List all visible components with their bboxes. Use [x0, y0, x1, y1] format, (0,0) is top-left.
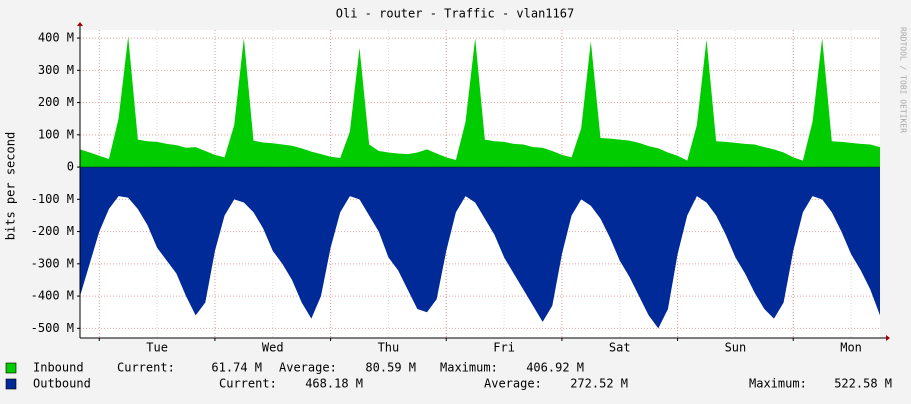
chart-title: Oli - router - Traffic - vlan1167 — [336, 7, 574, 21]
y-tick-label: -400 M — [31, 289, 74, 303]
y-tick-label: 0 — [67, 160, 74, 174]
x-tick-label: Fri — [493, 341, 515, 355]
legend-stat-value: 272.52 M — [570, 377, 628, 391]
x-tick-label: Sun — [725, 341, 747, 355]
areas — [80, 36, 880, 329]
x-tick-label: Mon — [840, 341, 862, 355]
legend-stat-name: Maximum: — [440, 361, 498, 375]
axes: 400 M 300 M 200 M 100 M 0 -100 M -200 M -300 M -… — [31, 22, 890, 355]
legend-stat-name: Average: — [484, 377, 542, 391]
legend-swatch — [5, 378, 17, 390]
legend-label: Outbound — [33, 377, 91, 391]
legend-stat-name: Average: — [279, 361, 337, 375]
x-arrow — [886, 335, 890, 341]
legend: Inbound Current: 61.74 M Average: 80.59 M Max… — [5, 361, 892, 391]
area — [80, 167, 880, 329]
legend-label: Inbound — [33, 361, 84, 375]
y-tick-label: 100 M — [38, 127, 74, 141]
legend-stat-value: 522.58 M — [834, 377, 892, 391]
area — [80, 36, 880, 168]
y-tick-label: -100 M — [31, 192, 74, 206]
x-tick-label: Tue — [146, 341, 168, 355]
x-tick-label: Wed — [262, 341, 284, 355]
watermark: RRDTOOL / TOBI OETIKER — [899, 27, 908, 133]
legend-stat-value: 406.92 M — [526, 361, 584, 375]
y-tick-label: -500 M — [31, 321, 74, 335]
y-arrow — [77, 22, 83, 26]
legend-stat-value: 468.18 M — [305, 377, 363, 391]
y-tick-label: 400 M — [38, 31, 74, 45]
legend-stat-value: 80.59 M — [365, 361, 416, 375]
y-tick-label: 200 M — [38, 95, 74, 109]
x-tick-label: Thu — [378, 341, 400, 355]
legend-stat-name: Current: — [219, 377, 277, 391]
y-axis-title: bits per second — [4, 132, 18, 240]
y-tick-label: 300 M — [38, 63, 74, 77]
legend-stat-value: 61.74 M — [211, 361, 262, 375]
y-tick-label: -200 M — [31, 224, 74, 238]
legend-stat-name: Maximum: — [749, 377, 807, 391]
x-tick-label: Sat — [609, 341, 631, 355]
legend-stat-name: Current: — [117, 361, 175, 375]
legend-swatch — [5, 362, 17, 374]
y-tick-label: -300 M — [31, 256, 74, 270]
